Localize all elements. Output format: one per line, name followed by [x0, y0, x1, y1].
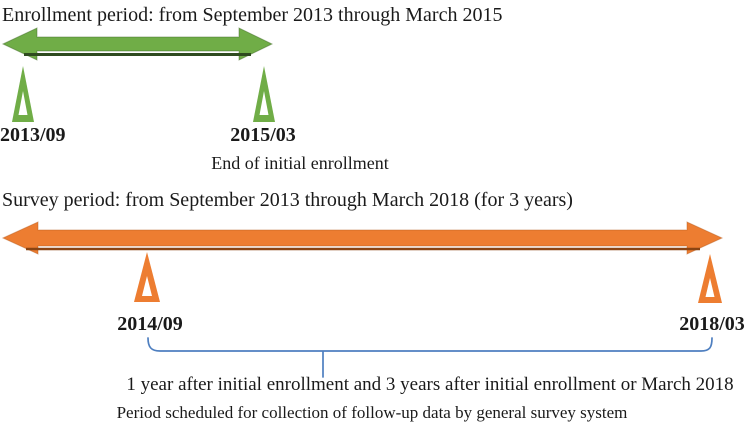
- survey-followup-end-marker: [698, 254, 722, 303]
- enrollment-end-date-label: 2015/03: [230, 124, 296, 146]
- enrollment-end-marker: [253, 66, 275, 122]
- marker-inner-hole: [259, 91, 269, 115]
- survey-period-title: Survey period: from September 2013 throu…: [2, 189, 573, 211]
- followup-end-date-label: 2018/03: [679, 313, 745, 335]
- enrollment-period-title: Enrollment period: from September 2013 t…: [2, 4, 503, 26]
- followup-brace-label: 1 year after initial enrollment and 3 ye…: [126, 374, 734, 395]
- end-of-initial-enrollment-note: End of initial enrollment: [211, 153, 389, 173]
- followup-brace: [147, 337, 713, 378]
- enrollment-period-arrow: [1, 27, 274, 61]
- marker-inner-hole: [705, 278, 715, 297]
- enrollment-start-marker: [12, 66, 34, 122]
- marker-inner-hole: [18, 91, 28, 115]
- enrollment-start-date-label: 2013/09: [0, 124, 66, 146]
- marker-inner-hole: [142, 276, 152, 296]
- survey-period-arrow: [1, 221, 724, 255]
- survey-followup-start-marker: [134, 252, 160, 302]
- followup-start-date-label: 2014/09: [117, 313, 183, 335]
- followup-caption: Period scheduled for collection of follo…: [116, 403, 628, 422]
